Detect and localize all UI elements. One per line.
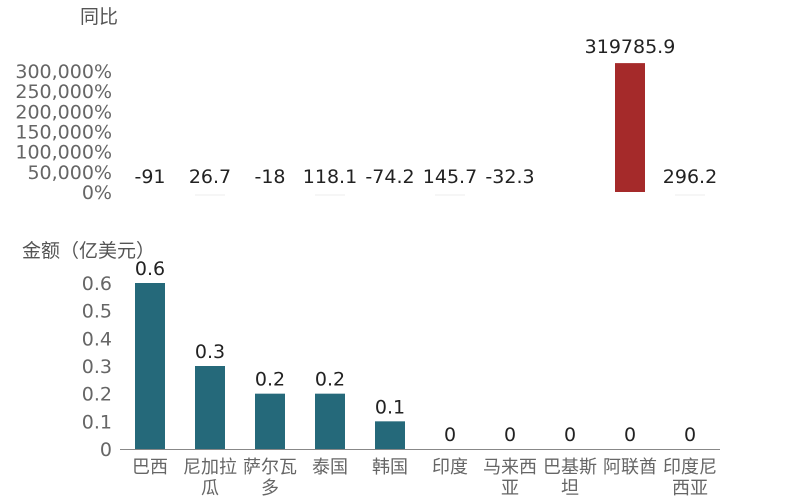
bottom-category-label: 西亚 bbox=[672, 478, 708, 499]
bottom-ytick-label: 0.4 bbox=[82, 328, 112, 350]
bottom-bar bbox=[315, 393, 345, 449]
top-ytick-label: 50,000% bbox=[27, 162, 112, 184]
top-data-label: 145.7 bbox=[423, 166, 477, 188]
bottom-data-label: 0 bbox=[504, 424, 516, 446]
bottom-bar bbox=[195, 366, 225, 449]
bottom-data-label: 0 bbox=[684, 424, 696, 446]
bottom-ytick-label: 0.1 bbox=[82, 411, 112, 433]
bottom-category-label: 多 bbox=[261, 478, 279, 499]
bottom-category-label: 韩国 bbox=[372, 457, 408, 478]
top-ytick-label: 200,000% bbox=[15, 101, 112, 123]
bottom-bar bbox=[255, 393, 285, 449]
top-ytick-label: 250,000% bbox=[15, 81, 112, 103]
top-ytick-label: 100,000% bbox=[15, 142, 112, 164]
bottom-category-label: 马来西 bbox=[483, 457, 537, 478]
bottom-data-label: 0.6 bbox=[135, 258, 165, 280]
top-data-label: 118.1 bbox=[303, 166, 357, 188]
bottom-data-label: 0.1 bbox=[375, 396, 405, 418]
top-chart: 0%50,000%100,000%150,000%200,000%250,000… bbox=[15, 36, 717, 204]
bottom-category-label: 巴基斯 bbox=[543, 457, 597, 478]
bottom-category-label: 瓜 bbox=[201, 478, 219, 499]
bottom-category-label: 尼加拉 bbox=[183, 457, 237, 478]
bottom-bar bbox=[135, 283, 165, 449]
top-chart-ylabel: 同比 bbox=[80, 6, 119, 28]
top-ytick-label: 0% bbox=[82, 182, 112, 204]
bottom-category-label: 阿联酋 bbox=[603, 457, 657, 478]
bottom-data-label: 0.3 bbox=[195, 341, 225, 363]
top-data-label: -18 bbox=[254, 166, 285, 188]
bottom-data-label: 0.2 bbox=[255, 369, 285, 391]
top-data-label: 26.7 bbox=[189, 166, 231, 188]
top-ytick-label: 300,000% bbox=[15, 61, 112, 83]
top-bar bbox=[615, 63, 645, 192]
top-data-label: 296.2 bbox=[663, 166, 717, 188]
bottom-category-label: 萨尔瓦 bbox=[243, 457, 297, 478]
bottom-ytick-label: 0.5 bbox=[82, 301, 112, 323]
bottom-ytick-label: 0 bbox=[100, 439, 112, 461]
bottom-ytick-label: 0.2 bbox=[82, 384, 112, 406]
bottom-category-label: 印度 bbox=[432, 457, 468, 478]
bottom-category-label: 泰国 bbox=[312, 457, 348, 478]
bottom-category-label: 亚 bbox=[501, 478, 519, 499]
top-data-label: -91 bbox=[134, 166, 165, 188]
bottom-data-label: 0 bbox=[444, 424, 456, 446]
bottom-ytick-label: 0.6 bbox=[82, 273, 112, 295]
bottom-data-label: 0 bbox=[564, 424, 576, 446]
bottom-data-label: 0 bbox=[624, 424, 636, 446]
top-ytick-label: 150,000% bbox=[15, 122, 112, 144]
top-data-label: 319785.9 bbox=[585, 36, 676, 58]
bottom-category-label: 坦 bbox=[561, 478, 579, 499]
bottom-chart-ylabel: 金额（亿美元） bbox=[22, 240, 156, 262]
bottom-category-label: 印度尼 bbox=[663, 457, 717, 478]
top-data-label: -32.3 bbox=[485, 166, 534, 188]
bottom-ytick-label: 0.3 bbox=[82, 356, 112, 378]
bottom-data-label: 0.2 bbox=[315, 369, 345, 391]
top-data-label: -74.2 bbox=[365, 166, 414, 188]
bottom-bar bbox=[375, 421, 405, 449]
bottom-category-label: 巴西 bbox=[132, 457, 168, 478]
